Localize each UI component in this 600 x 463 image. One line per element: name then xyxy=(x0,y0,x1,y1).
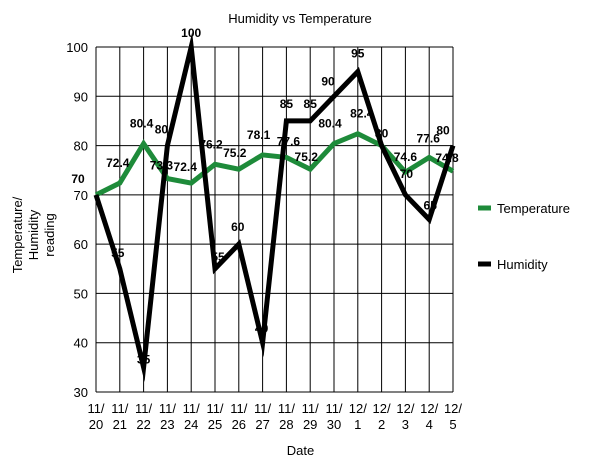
data-label-temperature: 80.4 xyxy=(318,117,342,131)
x-tick-label: 12/4 xyxy=(420,401,438,432)
x-tick-label: 11/25 xyxy=(206,401,223,432)
x-axis-label: Date xyxy=(287,443,314,458)
data-label-temperature: 70 xyxy=(71,172,85,186)
y-axis-label: Temperature/Humidityreading xyxy=(10,196,57,273)
y-tick-label: 60 xyxy=(74,237,88,252)
y-tick-label: 30 xyxy=(74,385,88,400)
x-tick-label: 11/22 xyxy=(135,401,152,432)
x-tick-label: 11/30 xyxy=(325,401,342,432)
x-tick-label: 12/5 xyxy=(444,401,462,432)
data-label-temperature: 78.1 xyxy=(247,128,271,142)
legend-label-humidity: Humidity xyxy=(497,257,548,272)
data-label-humidity: 100 xyxy=(181,26,201,40)
x-tick-label: 11/26 xyxy=(230,401,247,432)
x-tick-label: 11/28 xyxy=(278,401,295,432)
data-label-humidity: 85 xyxy=(280,97,294,111)
y-tick-label: 90 xyxy=(74,89,88,104)
x-tick-label: 11/27 xyxy=(254,401,271,432)
data-label-temperature: 72.4 xyxy=(106,156,130,170)
y-tick-label: 70 xyxy=(74,188,88,203)
data-label-humidity: 65 xyxy=(424,199,438,213)
x-tick-label: 11/21 xyxy=(111,401,128,432)
series-group xyxy=(93,32,456,382)
data-label-temperature: 77.6 xyxy=(277,134,301,148)
data-label-temperature: 73.3 xyxy=(150,159,174,173)
data-label-humidity: 55 xyxy=(111,246,125,260)
chart-title: Humidity vs Temperature xyxy=(228,11,372,26)
y-axis-ticks: 30 40 50 60 70 80 90 100 xyxy=(66,40,88,400)
data-label-humidity: 55 xyxy=(211,250,225,264)
x-axis-ticks: 11/20 11/21 11/22 11/23 11/24 11/25 11/26 11/27… xyxy=(87,401,462,432)
y-tick-label: 80 xyxy=(74,139,88,154)
y-tick-label: 40 xyxy=(74,336,88,351)
data-label-humidity: 70 xyxy=(400,167,414,181)
legend: Temperature Humidity xyxy=(478,201,570,272)
data-label-temperature: 76.2 xyxy=(199,137,223,151)
data-label-temperature: 75.2 xyxy=(223,146,247,160)
y-tick-label: 100 xyxy=(66,40,88,55)
grid xyxy=(95,46,454,393)
data-label-humidity: 85 xyxy=(304,97,318,111)
y-axis-label-text: Temperature/Humidityreading xyxy=(10,196,57,273)
data-label-humidity: 80 xyxy=(436,124,450,138)
x-tick-label: 12/3 xyxy=(396,401,414,432)
y-tick-label: 50 xyxy=(74,286,88,301)
data-label-humidity: 80 xyxy=(155,123,169,137)
x-tick-label: 12/2 xyxy=(373,401,391,432)
data-label-temperature: 80.4 xyxy=(130,117,154,131)
x-tick-label: 11/23 xyxy=(159,401,176,432)
x-tick-label: 11/20 xyxy=(87,401,104,432)
x-tick-label: 12/1 xyxy=(349,401,367,432)
data-label-temperature: 74.6 xyxy=(394,150,418,164)
data-label-temperature: 75.2 xyxy=(295,150,319,164)
data-label-humidity: 60 xyxy=(231,220,245,234)
data-label-temperature: 82.4 xyxy=(350,107,374,121)
data-label-humidity: 40 xyxy=(255,322,269,336)
data-label-humidity: 80 xyxy=(375,127,389,141)
x-tick-label: 11/24 xyxy=(183,401,200,432)
data-label-humidity: 90 xyxy=(321,74,335,88)
x-tick-label: 11/29 xyxy=(302,401,319,432)
series-line-temperature xyxy=(94,130,455,198)
data-label-temperature: 77.6 xyxy=(417,131,441,145)
legend-label-temperature: Temperature xyxy=(497,201,570,216)
data-label-temperature: 74.8 xyxy=(435,151,459,165)
data-label-humidity: 35 xyxy=(137,352,151,366)
data-label-temperature: 72.4 xyxy=(174,160,198,174)
series-line-humidity xyxy=(93,32,456,382)
data-label-humidity: 95 xyxy=(351,47,365,61)
